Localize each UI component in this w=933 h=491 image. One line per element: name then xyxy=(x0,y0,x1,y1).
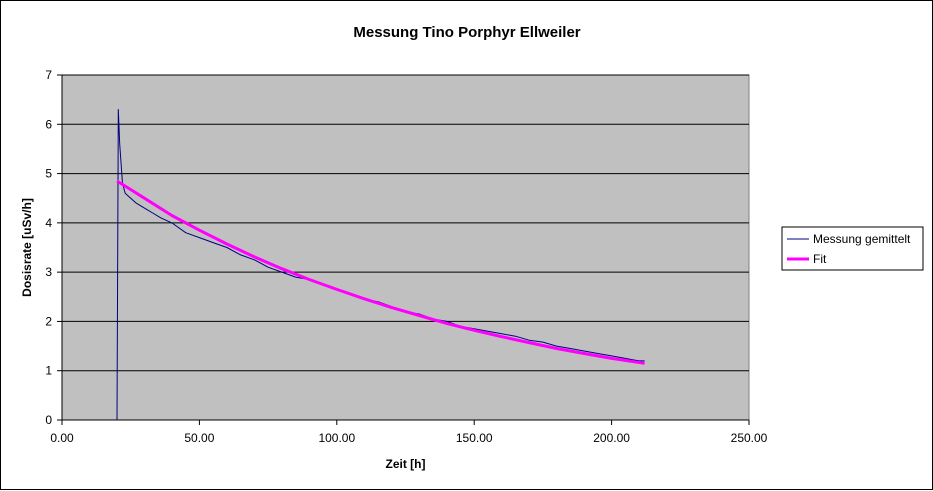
x-axis-title: Zeit [h] xyxy=(386,457,426,471)
x-tick-label: 100.00 xyxy=(318,431,355,445)
y-tick-label: 5 xyxy=(45,167,52,181)
y-tick-label: 7 xyxy=(45,68,52,82)
legend-label-fit: Fit xyxy=(813,252,827,266)
y-axis-title: Dosisrate [uSv/h] xyxy=(20,198,34,297)
series-layer xyxy=(116,109,645,421)
y-tick-label: 0 xyxy=(45,413,52,427)
plot-area xyxy=(61,74,750,421)
x-tick-label: 250.00 xyxy=(731,431,768,445)
legend-label-messung: Messung gemittelt xyxy=(813,232,911,246)
legend: Messung gemittelt Fit xyxy=(781,226,924,271)
x-tick-label: 0.00 xyxy=(50,431,74,445)
chart-title: Messung Tino Porphyr Ellweiler xyxy=(353,24,580,41)
y-tick-label: 2 xyxy=(45,314,52,328)
y-tick-label: 1 xyxy=(45,364,52,378)
x-tick-label: 200.00 xyxy=(593,431,630,445)
legend-box xyxy=(781,226,924,271)
y-tick-label: 4 xyxy=(45,216,52,230)
y-tick-label: 6 xyxy=(45,117,52,131)
series-line-fit xyxy=(116,179,645,365)
x-tick-label: 150.00 xyxy=(456,431,493,445)
axes: 0 1 2 3 4 5 6 7 0.00 50.00 100.00 150.00 200.00 250.0… xyxy=(45,68,767,445)
grid-lines xyxy=(62,74,749,372)
x-tick-label: 50.00 xyxy=(184,431,214,445)
y-tick-label: 3 xyxy=(45,265,52,279)
